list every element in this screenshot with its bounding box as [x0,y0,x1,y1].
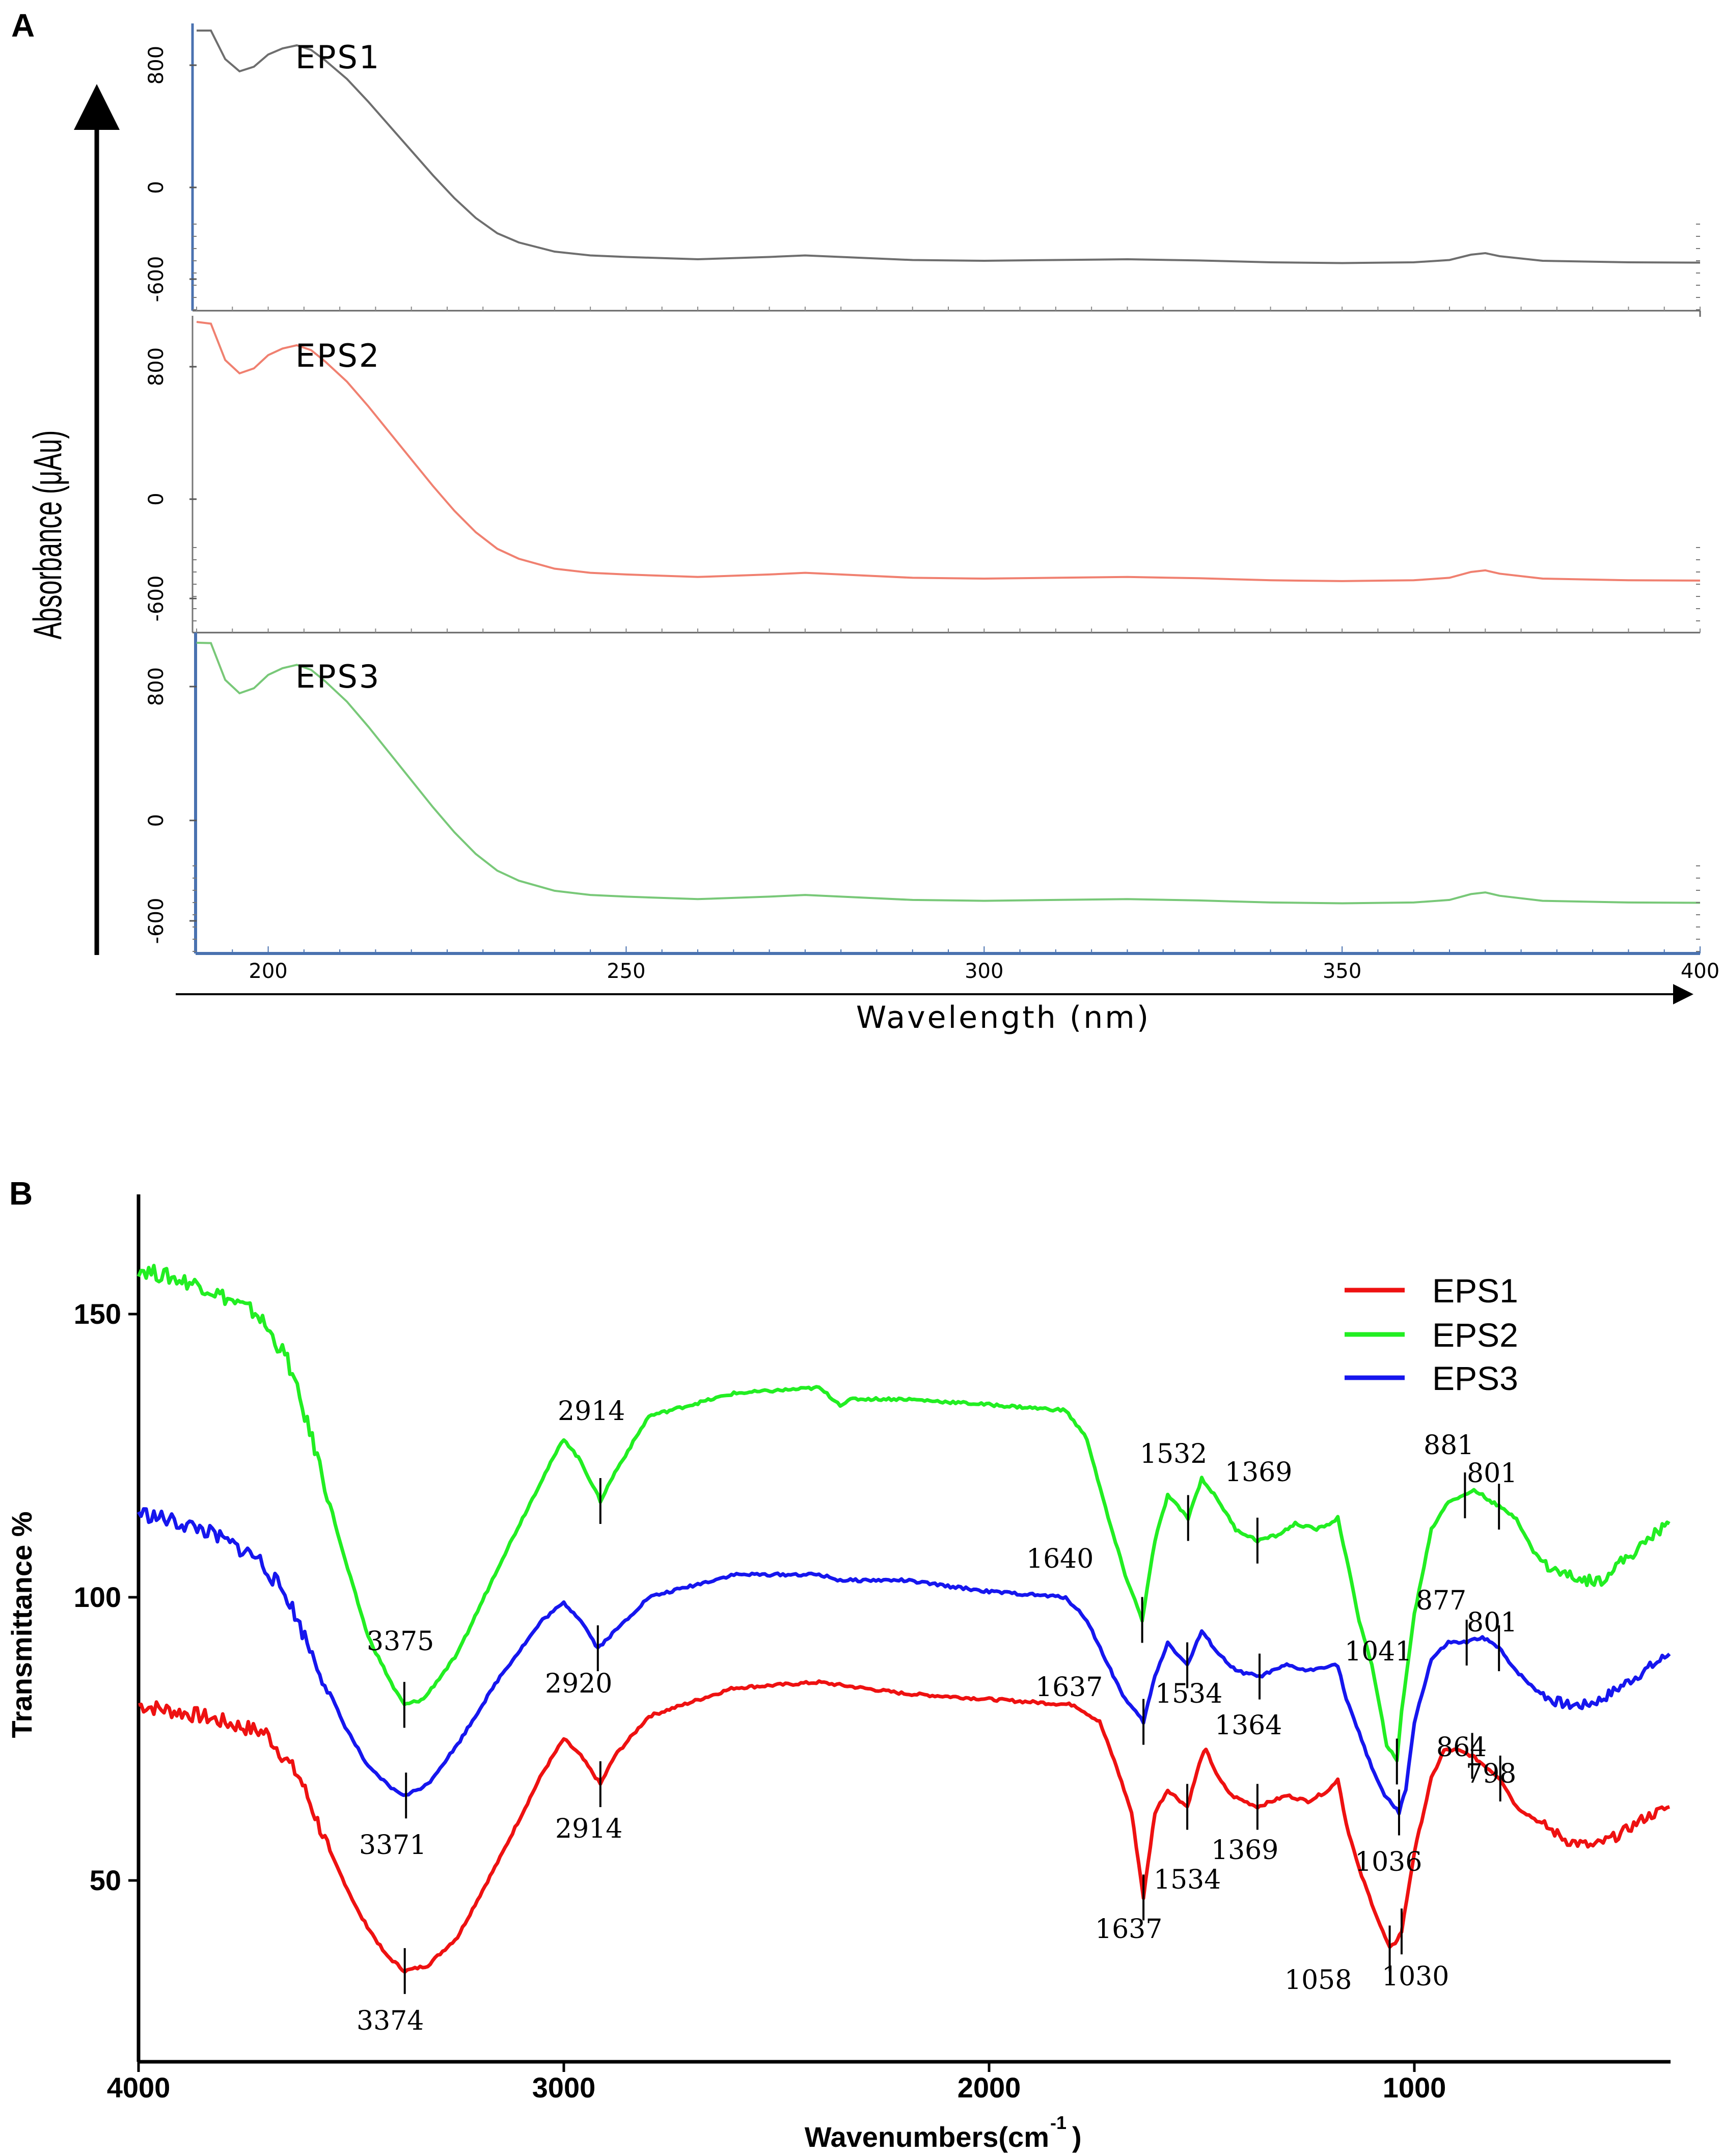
peak-label: 1036 [1355,1847,1422,1877]
uv-y-tick-label: -600 [145,256,168,303]
peak-label: 798 [1466,1759,1516,1789]
peak-label: 1041 [1345,1636,1412,1667]
ir-x-tick-label: 2000 [958,2071,1021,2104]
uv-x-tick-label: 350 [1323,960,1361,983]
peak-label: 2914 [558,1396,625,1427]
uv-panel: A EPS1 -600 0 800 EPS2 -600 0 800 EPS3 -600 0… [11,7,1719,1035]
uv-subplot-title: EPS3 [295,658,380,695]
uv-x-tick-label: 300 [965,960,1003,983]
uv-y-tick-label: 0 [145,814,168,827]
uv-subplot-eps1: EPS1 -600 0 800 [145,23,1701,317]
ir-y-tick-label: 100 [74,1581,121,1613]
peak-label: 2920 [545,1669,612,1699]
peak-label: 2914 [555,1814,622,1844]
peak-label: 877 [1416,1586,1466,1616]
uv-subplot-eps2: EPS2 -600 0 800 [145,316,1701,634]
uv-y-tick-label: -600 [145,576,168,622]
peak-label: 1030 [1382,1961,1449,1992]
legend-label-eps1: EPS1 [1432,1272,1518,1309]
peak-label: 3371 [359,1830,426,1861]
peak-label: 1637 [1095,1914,1162,1945]
peak-label: 3375 [367,1626,434,1657]
uv-x-tick-label: 250 [607,960,645,983]
ir-x-axis-label-end: ) [1072,2121,1082,2153]
ir-x-tick-label: 3000 [532,2071,596,2104]
legend-label-eps2: EPS2 [1432,1316,1518,1354]
panel-a-label: A [11,7,35,44]
legend-label-eps3: EPS3 [1432,1359,1518,1397]
peak-label: 1532 [1140,1439,1207,1469]
uv-series-eps3 [196,642,1701,905]
ir-y-tick-label: 150 [74,1298,121,1330]
uv-y-tick-label: 0 [145,181,168,194]
ir-x-ticks: 4000 3000 2000 1000 [107,2062,1446,2104]
peak-label: 1364 [1215,1710,1282,1741]
ir-x-axis-label-sup: -1 [1050,2112,1066,2133]
peak-label: 1534 [1154,1865,1221,1895]
uv-y-tick-label: -600 [145,898,168,944]
peak-label: 3374 [357,2006,424,2036]
peak-label: 801 [1467,1458,1517,1489]
panel-b-label: B [9,1175,33,1212]
ir-y-ticks: 50 100 150 [74,1298,139,1896]
peak-label: 1534 [1155,1679,1222,1709]
uv-y-axis-label: Absorbance (μAu) [25,430,69,640]
uv-subplot-eps3: EPS3 -600 0 800 [145,633,1701,955]
uv-y-tick-label: 800 [145,46,168,85]
uv-series-eps1 [197,30,1701,264]
peak-label: 1640 [1026,1544,1093,1574]
uv-x-tick-label: 400 [1681,960,1719,983]
ir-x-axis-label: Wavenumbers(cm [805,2121,1049,2153]
peak-label: 801 [1467,1607,1517,1638]
peak-label: 1058 [1284,1965,1352,1996]
ir-peak-labels: 2914 3375 1532 1369 1640 881 801 1041 29… [357,1396,1517,2036]
ir-series-eps2 [136,1264,1671,1763]
uv-subplot-title: EPS1 [295,39,380,76]
ir-series-eps1 [138,1679,1671,1974]
ir-x-tick-label: 4000 [107,2071,171,2104]
uv-series-eps2 [196,321,1701,582]
peak-label: 1369 [1211,1835,1278,1866]
uv-y-tick-label: 800 [145,347,168,386]
peak-label: 881 [1424,1430,1474,1461]
ir-y-axis-label: Transmittance % [6,1511,38,1738]
uv-y-ticks: -600 0 800 [145,46,197,303]
ir-legend: EPS1 EPS2 EPS3 [1345,1272,1518,1397]
ir-y-tick-label: 50 [90,1864,121,1896]
ir-x-tick-label: 1000 [1383,2071,1446,2104]
uv-x-axis-label: Wavelength (nm) [856,1000,1151,1035]
ir-peak-markers [403,1472,1501,1994]
uv-x-tick-label: 200 [249,960,287,983]
uv-y-tick-label: 0 [145,493,168,505]
uv-subplot-title: EPS2 [295,337,380,374]
peak-label: 1369 [1225,1457,1292,1488]
uv-x-ticks: 200 250 300 350 400 [196,307,1719,983]
uv-y-ticks: -600 0 800 [145,667,197,944]
ir-panel: B 50 100 150 4000 3000 2000 1000 EPS1 EPS2 EP… [6,1175,1671,2153]
uv-minor-ticks [193,224,1700,952]
ir-series-eps3 [136,1507,1671,1816]
uv-y-tick-label: 800 [145,667,168,706]
peak-label: 864 [1436,1732,1487,1763]
peak-label: 1637 [1035,1672,1103,1703]
uv-y-ticks: -600 0 800 [145,347,197,622]
